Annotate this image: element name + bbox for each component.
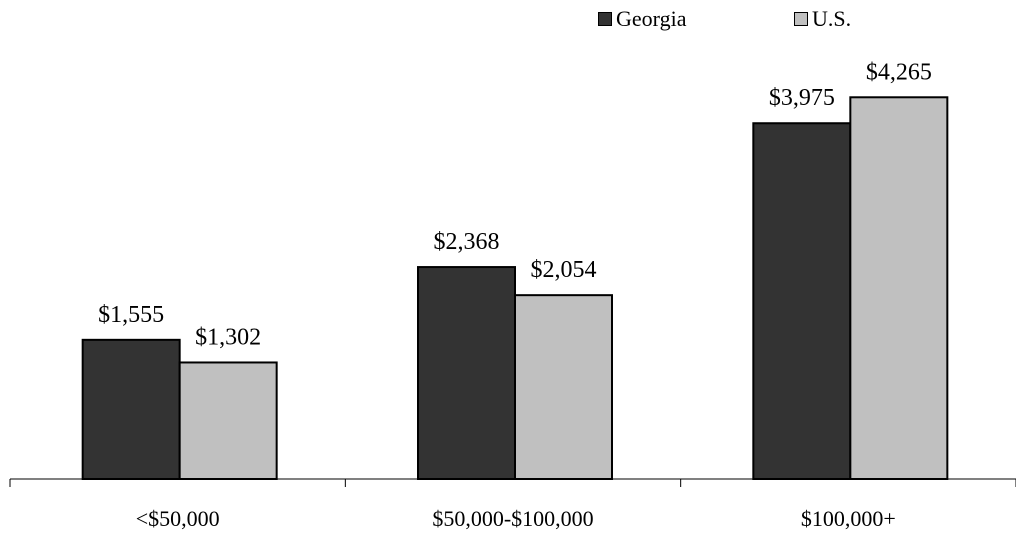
legend-item-georgia: Georgia <box>598 6 686 32</box>
bars-group <box>81 96 949 481</box>
bar-u-s-1 <box>514 294 613 480</box>
data-label: $2,054 <box>531 257 597 283</box>
data-label: $2,368 <box>434 229 500 255</box>
bar-georgia-1 <box>417 266 516 480</box>
x-axis-tick-labels: <$50,000 $50,000-$100,000 $100,000+ <box>136 506 896 531</box>
x-tick-label: <$50,000 <box>136 506 220 531</box>
legend-label-georgia: Georgia <box>616 6 687 31</box>
x-axis-ticks <box>9 479 1016 487</box>
data-label: $3,975 <box>769 85 835 111</box>
x-tick-label: $50,000-$100,000 <box>432 506 593 531</box>
x-tick-label: $100,000+ <box>801 506 896 531</box>
bar-u-s-2 <box>849 96 949 480</box>
data-label: $4,265 <box>866 59 932 85</box>
bar-labels-group: $1,555 $1,302 $2,368 $2,054 $3,975 $4,265 <box>98 59 932 350</box>
legend-label-us: U.S. <box>812 6 852 31</box>
legend-swatch-georgia <box>598 12 612 26</box>
data-label: $1,555 <box>98 302 164 328</box>
legend-swatch-us <box>794 12 808 26</box>
data-label: $1,302 <box>195 324 261 350</box>
bar-georgia-0 <box>81 338 181 481</box>
legend-item-us: U.S. <box>794 6 851 32</box>
bar-georgia-2 <box>752 122 852 481</box>
bar-u-s-0 <box>178 361 278 481</box>
